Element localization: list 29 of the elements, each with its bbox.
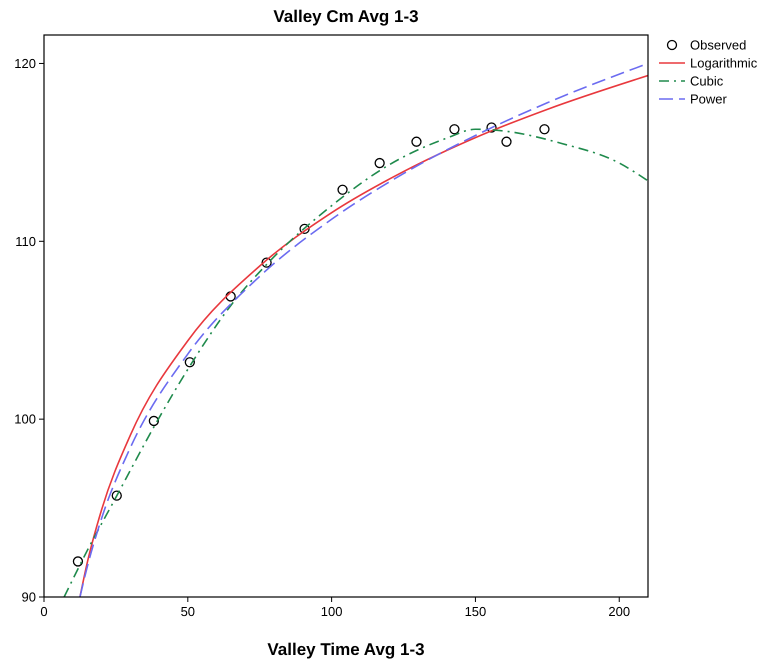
point <box>374 158 385 168</box>
x-tick-label: 0 <box>40 604 48 619</box>
chart-title: Valley Cm Avg 1-3 <box>273 7 419 26</box>
point <box>112 490 122 501</box>
point <box>411 136 422 147</box>
point <box>184 357 195 368</box>
x-tick-label: 200 <box>608 604 630 619</box>
y-tick-label: 100 <box>14 412 36 427</box>
legend-label: Observed <box>690 38 746 52</box>
point <box>299 224 310 234</box>
point <box>72 556 84 567</box>
point <box>486 122 497 133</box>
point <box>261 257 272 268</box>
x-tick-label: 100 <box>320 604 342 619</box>
point <box>226 291 236 302</box>
y-tick-label: 120 <box>14 56 36 71</box>
point <box>148 416 160 426</box>
y-tick-label: 110 <box>15 234 36 249</box>
point <box>449 124 460 134</box>
point <box>539 124 550 134</box>
legend-label: Cubic <box>690 74 724 88</box>
legend-label: Power <box>690 92 728 106</box>
point <box>337 184 348 195</box>
x-axis-title: Valley Time Avg 1-3 <box>267 640 425 659</box>
y-tick-label: 90 <box>22 590 36 604</box>
x-tick-label: 150 <box>464 604 486 619</box>
point <box>501 136 512 147</box>
legend-label: Logarithmic <box>690 56 758 70</box>
x-tick-label: 50 <box>180 604 196 619</box>
